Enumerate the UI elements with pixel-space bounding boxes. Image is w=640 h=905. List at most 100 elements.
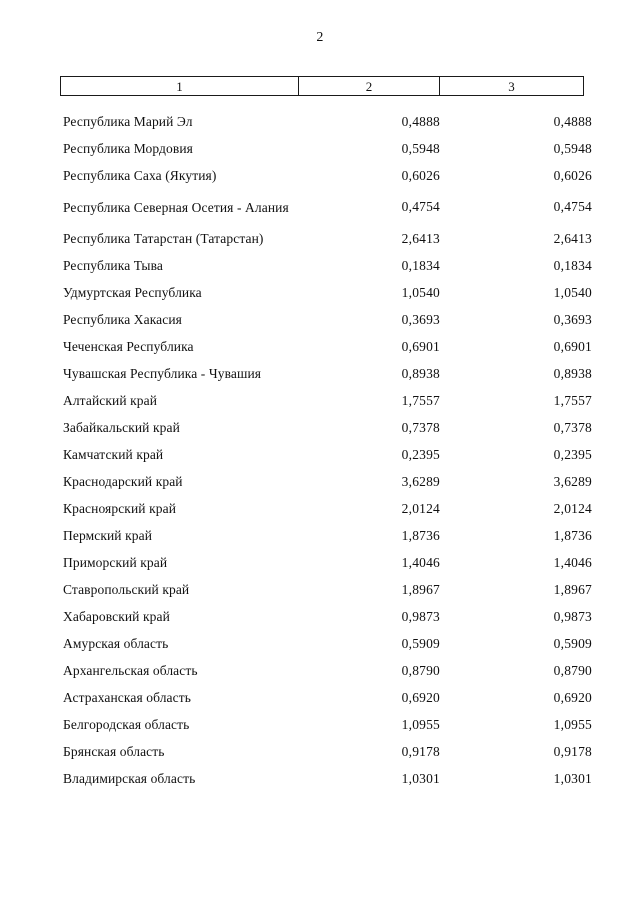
table-row: Республика Татарстан (Татарстан) 2,6413 2,…: [60, 225, 602, 252]
table-row: Чувашская Республика - Чувашия 0,8938 0,89…: [60, 360, 602, 387]
column-header-cell-3: 3: [439, 76, 584, 96]
value-column-3-cell: 0,2395: [553, 446, 592, 462]
value-column-2-cell: 0,7378: [401, 419, 440, 435]
value-column-3-cell: 0,6026: [553, 167, 592, 183]
table-row: Камчатский край 0,2395 0,2395: [60, 441, 602, 468]
value-column-2-cell: 0,8938: [401, 365, 440, 381]
value-column-2-cell: 2,6413: [401, 230, 440, 246]
table-row: Республика Мордовия 0,5948 0,5948: [60, 135, 602, 162]
value-column-3-cell: 0,4888: [553, 113, 592, 129]
table-row: Забайкальский край 0,7378 0,7378: [60, 414, 602, 441]
region-name-cell: Республика Тыва: [63, 257, 163, 273]
table-row: Красноярский край 2,0124 2,0124: [60, 495, 602, 522]
value-column-2-cell: 0,2395: [401, 446, 440, 462]
value-column-3-cell: 0,7378: [553, 419, 592, 435]
value-column-3-cell: 0,8790: [553, 662, 592, 678]
value-column-3-cell: 0,6920: [553, 689, 592, 705]
value-column-3-cell: 3,6289: [553, 473, 592, 489]
value-column-3-cell: 1,8967: [553, 581, 592, 597]
region-name-cell: Пермский край: [63, 527, 153, 543]
value-column-2-cell: 0,6026: [401, 167, 440, 183]
table-row: Удмуртская Республика 1,0540 1,0540: [60, 279, 602, 306]
table-row: Чеченская Республика 0,6901 0,6901: [60, 333, 602, 360]
column-header-table: 1 2 3: [60, 76, 584, 96]
value-column-3-cell: 1,0955: [553, 716, 592, 732]
table-row: Алтайский край 1,7557 1,7557: [60, 387, 602, 414]
value-column-2-cell: 0,4888: [401, 113, 440, 129]
table-row: Архангельская область 0,8790 0,8790: [60, 657, 602, 684]
value-column-2-cell: 2,0124: [401, 500, 440, 516]
region-name-cell: Астраханская область: [63, 689, 191, 705]
value-column-2-cell: 1,0301: [401, 770, 440, 786]
value-column-2-cell: 0,8790: [401, 662, 440, 678]
region-name-cell: Приморский край: [63, 554, 168, 570]
table-row: Республика Тыва 0,1834 0,1834: [60, 252, 602, 279]
value-column-3-cell: 1,4046: [553, 554, 592, 570]
region-name-cell: Чувашская Республика - Чувашия: [63, 365, 262, 381]
value-column-3-cell: 0,5909: [553, 635, 592, 651]
value-column-3-cell: 0,5948: [553, 140, 592, 156]
table-row: Краснодарский край 3,6289 3,6289: [60, 468, 602, 495]
region-name-cell: Республика Северная Осетия - Алания: [63, 199, 289, 215]
value-column-3-cell: 0,9178: [553, 743, 592, 759]
value-column-2-cell: 0,3693: [401, 311, 440, 327]
value-column-3-cell: 0,3693: [553, 311, 592, 327]
region-name-cell: Республика Мордовия: [63, 140, 193, 156]
region-name-cell: Республика Татарстан (Татарстан): [63, 230, 264, 246]
table-row: Брянская область 0,9178 0,9178: [60, 738, 602, 765]
column-header-cell-1: 1: [60, 76, 299, 96]
table-row: Белгородская область 1,0955 1,0955: [60, 711, 602, 738]
value-column-2-cell: 0,9178: [401, 743, 440, 759]
value-column-2-cell: 1,8967: [401, 581, 440, 597]
value-column-2-cell: 0,6901: [401, 338, 440, 354]
value-column-3-cell: 0,8938: [553, 365, 592, 381]
value-column-3-cell: 1,7557: [553, 392, 592, 408]
region-name-cell: Амурская область: [63, 635, 169, 651]
region-name-cell: Владимирская область: [63, 770, 196, 786]
value-column-2-cell: 3,6289: [401, 473, 440, 489]
value-column-3-cell: 1,8736: [553, 527, 592, 543]
table-row: Владимирская область 1,0301 1,0301: [60, 765, 602, 792]
region-name-cell: Архангельская область: [63, 662, 198, 678]
column-header-cell-2: 2: [298, 76, 440, 96]
value-column-2-cell: 1,7557: [401, 392, 440, 408]
value-column-2-cell: 0,9873: [401, 608, 440, 624]
value-column-2-cell: 0,1834: [401, 257, 440, 273]
region-name-cell: Алтайский край: [63, 392, 158, 408]
region-name-cell: Хабаровский край: [63, 608, 170, 624]
table-row: Амурская область 0,5909 0,5909: [60, 630, 602, 657]
value-column-3-cell: 0,6901: [553, 338, 592, 354]
table-row: Астраханская область 0,6920 0,6920: [60, 684, 602, 711]
region-name-cell: Республика Саха (Якутия): [63, 167, 217, 183]
region-name-cell: Камчатский край: [63, 446, 164, 462]
table-body: Республика Марий Эл 0,4888 0,4888 Республик…: [60, 108, 602, 792]
value-column-2-cell: 0,4754: [401, 199, 440, 214]
table-row: Пермский край 1,8736 1,8736: [60, 522, 602, 549]
region-name-cell: Белгородская область: [63, 716, 190, 732]
table-row: Республика Марий Эл 0,4888 0,4888: [60, 108, 602, 135]
value-column-3-cell: 1,0540: [553, 284, 592, 300]
page-number: 2: [316, 30, 324, 45]
region-name-cell: Республика Марий Эл: [63, 113, 193, 129]
table-row: Хабаровский край 0,9873 0,9873: [60, 603, 602, 630]
table-row: Приморский край 1,4046 1,4046: [60, 549, 602, 576]
value-column-3-cell: 0,4754: [553, 199, 592, 214]
value-column-3-cell: 0,1834: [553, 257, 592, 273]
value-column-3-cell: 0,9873: [553, 608, 592, 624]
value-column-3-cell: 2,0124: [553, 500, 592, 516]
value-column-2-cell: 1,8736: [401, 527, 440, 543]
value-column-2-cell: 1,0955: [401, 716, 440, 732]
region-name-cell: Красноярский край: [63, 500, 177, 516]
region-name-cell: Ставропольский край: [63, 581, 190, 597]
table-row: Республика Саха (Якутия) 0,6026 0,6026: [60, 162, 602, 189]
column-header-row: 1 2 3: [60, 76, 584, 96]
regions-data-table: Республика Марий Эл 0,4888 0,4888 Республик…: [60, 108, 602, 792]
value-column-3-cell: 2,6413: [553, 230, 592, 246]
value-column-2-cell: 0,6920: [401, 689, 440, 705]
value-column-3-cell: 1,0301: [553, 770, 592, 786]
region-name-cell: Брянская область: [63, 743, 165, 759]
table-row: Республика Северная Осетия - Алания 0,475…: [60, 189, 602, 225]
table-row: Республика Хакасия 0,3693 0,3693: [60, 306, 602, 333]
value-column-2-cell: 1,0540: [401, 284, 440, 300]
